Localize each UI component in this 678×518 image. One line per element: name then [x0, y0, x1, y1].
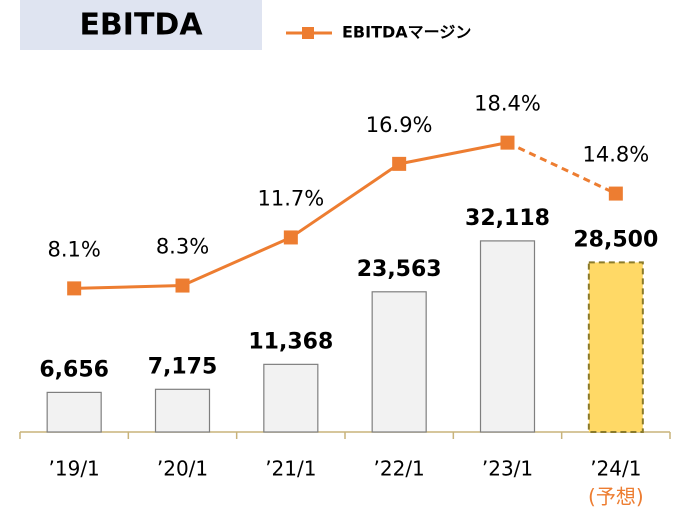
line-segment: [398, 141, 508, 166]
line-segment: [506, 141, 617, 195]
line-value-label: 8.3%: [156, 235, 209, 259]
line-value-label: 11.7%: [257, 186, 324, 210]
bar: [154, 388, 211, 433]
line-segment: [181, 236, 292, 287]
line-segment: [289, 162, 401, 239]
line-marker: [500, 135, 515, 150]
chart-title: EBITDA: [79, 8, 203, 43]
x-tick-label: ’21/1: [265, 457, 316, 481]
bar: [371, 291, 427, 433]
legend-label: EBITDAマージン: [342, 23, 471, 42]
title-box: [20, 0, 262, 50]
line-marker: [283, 230, 298, 245]
line-marker: [392, 156, 407, 171]
bar: [587, 261, 644, 433]
bar: [46, 391, 102, 433]
bar-value-label: 32,118: [465, 206, 550, 231]
x-tick-label: ’22/1: [374, 457, 425, 481]
bar-value-label: 11,368: [248, 329, 333, 354]
line-marker: [67, 281, 82, 296]
x-tick-label: ’20/1: [157, 457, 208, 481]
x-tick-label: ’24/1: [590, 457, 641, 481]
bar: [479, 240, 536, 433]
bar: [263, 363, 319, 433]
line-marker: [608, 186, 623, 201]
line-value-label: 16.9%: [366, 113, 433, 137]
line-value-label: 18.4%: [474, 92, 541, 116]
line-value-label: 14.8%: [582, 143, 649, 167]
x-tick-label: ’19/1: [49, 457, 100, 481]
x-tick-note: (予想): [588, 485, 644, 509]
bar-value-label: 7,175: [148, 354, 218, 379]
legend-marker: [302, 27, 314, 39]
line-segment: [74, 284, 183, 290]
bar-value-label: 6,656: [39, 357, 109, 382]
bar-value-label: 23,563: [357, 257, 442, 282]
line-value-label: 8.1%: [47, 237, 100, 261]
x-tick-label: ’23/1: [482, 457, 533, 481]
line-marker: [175, 278, 190, 293]
bar-value-label: 28,500: [573, 227, 658, 252]
